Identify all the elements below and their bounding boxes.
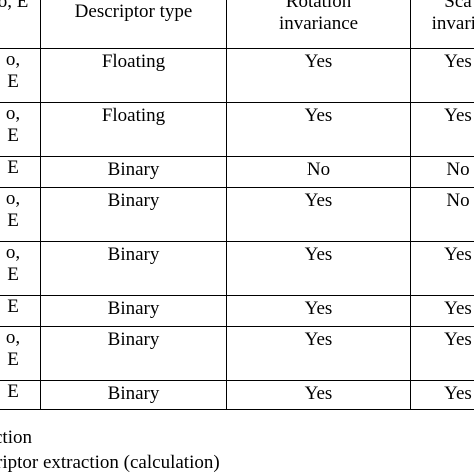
row-name-line: E xyxy=(7,264,19,285)
table-row: E Binary Yes Yes xyxy=(0,295,474,327)
table-row: E Binary No No xyxy=(0,156,474,188)
row-rotation-text: Yes xyxy=(304,383,333,404)
row-name-cell: o, E xyxy=(0,48,41,103)
row-descriptor-type: Floating xyxy=(40,48,227,103)
row-descriptor-type: Binary xyxy=(40,380,227,410)
table-row: o, E Binary Yes Yes xyxy=(0,241,474,296)
row-scale: Yes xyxy=(410,326,474,381)
row-descriptor-type-text: Binary xyxy=(107,383,160,404)
table-footnotes: ction riptor extraction (calculation) xyxy=(0,424,474,474)
row-name-line: o, xyxy=(5,103,21,125)
row-descriptor-type: Floating xyxy=(40,102,227,157)
header-name-line-1: o, xyxy=(0,0,12,12)
header-scale-line-2: invaria xyxy=(431,13,474,34)
row-descriptor-type-text: Binary xyxy=(107,190,160,211)
row-name-cell: o, E xyxy=(0,326,41,381)
row-scale: Yes xyxy=(410,380,474,410)
header-scale-invariance: Sca invaria xyxy=(410,0,474,49)
row-scale: No xyxy=(410,156,474,188)
row-scale-text: No xyxy=(446,159,470,180)
row-rotation: Yes xyxy=(226,48,411,103)
table-header-row: o, E Descriptor type Rotation invariance… xyxy=(0,0,474,49)
row-scale: Yes xyxy=(410,102,474,157)
row-name-line: E xyxy=(7,296,19,318)
row-name-cell: o, E xyxy=(0,187,41,242)
row-rotation: Yes xyxy=(226,102,411,157)
row-rotation: No xyxy=(226,156,411,188)
row-name-cell: E xyxy=(0,156,41,188)
row-scale: Yes xyxy=(410,48,474,103)
row-rotation: Yes xyxy=(226,187,411,242)
table-row: o, E Floating Yes Yes xyxy=(0,102,474,157)
row-scale-text: Yes xyxy=(444,51,472,72)
row-name-line: E xyxy=(7,210,19,231)
row-rotation: Yes xyxy=(226,295,411,327)
row-descriptor-type-text: Binary xyxy=(107,298,160,319)
row-name-line: E xyxy=(7,381,19,403)
row-scale: Yes xyxy=(410,295,474,327)
header-name-cell: o, E xyxy=(0,0,41,49)
row-rotation: Yes xyxy=(226,326,411,381)
row-rotation-text: Yes xyxy=(304,105,333,126)
row-descriptor-type-text: Binary xyxy=(107,159,160,180)
row-descriptor-type-text: Binary xyxy=(107,244,160,265)
table-row: E Binary Yes Yes xyxy=(0,380,474,410)
footnote-line-2: riptor extraction (calculation) xyxy=(0,452,220,473)
row-descriptor-type: Binary xyxy=(40,326,227,381)
header-rotation-line-1: Rotation xyxy=(285,0,352,12)
row-name-line: o, xyxy=(5,242,21,264)
header-descriptor-type-label: Descriptor type xyxy=(74,1,193,22)
row-name-line: E xyxy=(7,349,19,370)
row-rotation-text: Yes xyxy=(304,244,333,265)
row-rotation-text: Yes xyxy=(304,51,333,72)
row-scale-text: Yes xyxy=(444,329,472,350)
header-rotation-line-2: invariance xyxy=(278,13,359,34)
row-scale: Yes xyxy=(410,241,474,296)
row-rotation-text: Yes xyxy=(304,329,333,350)
row-descriptor-type: Binary xyxy=(40,241,227,296)
table-row: o, E Binary Yes Yes xyxy=(0,326,474,381)
row-scale: No xyxy=(410,187,474,242)
row-rotation-text: No xyxy=(306,159,331,180)
footnote-line-1: ction xyxy=(0,427,32,448)
row-scale-text: Yes xyxy=(444,383,472,404)
row-scale-text: No xyxy=(446,190,470,211)
row-rotation: Yes xyxy=(226,380,411,410)
table-row: o, E Floating Yes Yes xyxy=(0,48,474,103)
row-descriptor-type-text: Floating xyxy=(101,105,166,126)
row-name-line: o, xyxy=(5,327,21,349)
row-rotation-text: Yes xyxy=(304,190,333,211)
row-name-line: E xyxy=(7,71,19,92)
row-descriptor-type-text: Binary xyxy=(107,329,160,350)
header-rotation-invariance: Rotation invariance xyxy=(226,0,411,49)
row-name-line: E xyxy=(7,125,19,146)
descriptor-comparison-table: o, E Descriptor type Rotation invariance… xyxy=(0,0,474,410)
header-name-line-2: E xyxy=(16,0,29,12)
row-descriptor-type: Binary xyxy=(40,156,227,188)
row-descriptor-type: Binary xyxy=(40,187,227,242)
table-row: o, E Binary Yes No xyxy=(0,187,474,242)
row-name-cell: o, E xyxy=(0,102,41,157)
descriptor-comparison-table-wrapper: o, E Descriptor type Rotation invariance… xyxy=(0,0,474,410)
row-name-line: o, xyxy=(5,49,21,71)
row-name-line: o, xyxy=(5,188,21,210)
row-rotation-text: Yes xyxy=(304,298,333,319)
row-descriptor-type: Binary xyxy=(40,295,227,327)
row-name-cell: o, E xyxy=(0,241,41,296)
header-scale-line-1: Sca xyxy=(444,0,472,12)
row-scale-text: Yes xyxy=(444,105,472,126)
header-descriptor-type: Descriptor type xyxy=(40,0,227,49)
row-name-cell: E xyxy=(0,295,41,327)
row-scale-text: Yes xyxy=(444,298,472,319)
row-descriptor-type-text: Floating xyxy=(101,51,166,72)
row-scale-text: Yes xyxy=(444,244,472,265)
row-name-line: E xyxy=(7,157,19,179)
row-rotation: Yes xyxy=(226,241,411,296)
row-name-cell: E xyxy=(0,380,41,410)
